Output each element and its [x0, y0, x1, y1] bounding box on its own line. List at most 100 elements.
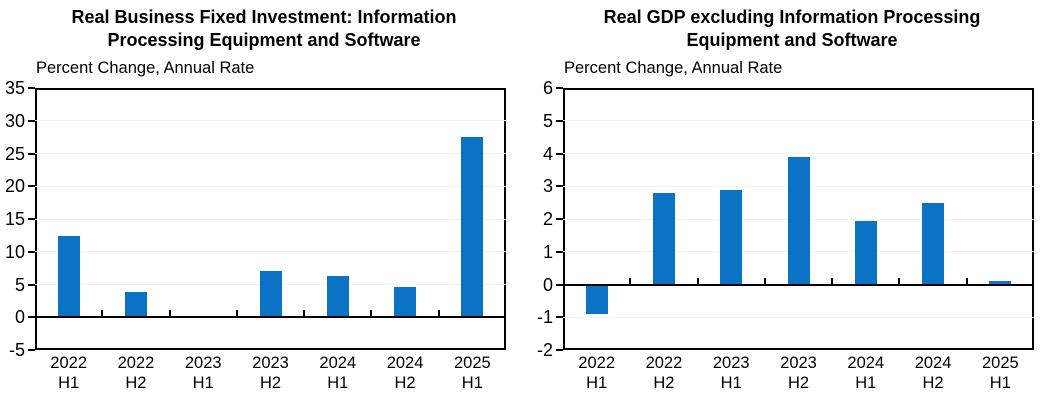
- bar-2024-H2: [922, 202, 945, 286]
- y-axis-tick: [556, 152, 563, 155]
- y-axis-label: 20: [4, 176, 25, 197]
- gridline: [563, 153, 1034, 154]
- chart-title-line: Processing Equipment and Software: [107, 30, 421, 50]
- gridline: [35, 153, 506, 154]
- x-axis-label-2022-H2: 2022 H2: [629, 353, 699, 393]
- x-label-half: H1: [461, 374, 483, 392]
- x-label-half: H1: [58, 374, 80, 392]
- x-label-half: H1: [586, 374, 608, 392]
- y-axis-label: 5: [14, 274, 25, 295]
- y-axis-tick: [28, 152, 35, 155]
- y-axis-label: 35: [4, 78, 25, 98]
- y-axis-label: 1: [542, 241, 553, 262]
- gridline: [35, 218, 506, 220]
- x-axis-tick: [696, 277, 699, 284]
- gdp-chart-panel: Real GDP excluding Information Processin…: [528, 0, 1056, 404]
- y-axis-tick: [556, 316, 563, 319]
- x-label-half: H1: [720, 374, 742, 392]
- x-label-year: 2025: [981, 354, 1019, 372]
- y-axis-tick: [28, 250, 35, 253]
- plot-area: 2022 H1 2022 H2 2023 H1 2023 H2 2024 H1 2024 H2 2025…: [537, 78, 1034, 392]
- axis-units-label: Percent Change, Annual Rate: [36, 59, 255, 77]
- x-axis-tick: [101, 310, 104, 317]
- bar-2022-H1: [57, 236, 80, 319]
- bar-2023-H1: [720, 189, 743, 286]
- x-axis-label-2023-H1: 2023 H1: [168, 353, 238, 393]
- y-axis-label: 3: [542, 176, 553, 197]
- x-axis-tick: [437, 310, 440, 317]
- y-axis-label: 6: [542, 78, 553, 98]
- x-axis-label-2023-H2: 2023 H2: [764, 353, 834, 393]
- chart-title-line: Real Business Fixed Investment: Informat…: [71, 7, 457, 27]
- y-axis-label: 0: [542, 274, 553, 295]
- chart-title: Real GDP excluding Information Processin…: [528, 6, 1056, 52]
- bar-2024-H2: [394, 287, 417, 319]
- x-axis-label-2025-H1: 2025 H1: [437, 353, 507, 393]
- plot-area: 2022 H1 2022 H2 2023 H1 2023 H2 2024 H1 2024 H2 2025…: [5, 78, 506, 392]
- x-axis-label-2025-H1: 2025 H1: [965, 353, 1035, 393]
- x-label-half: H1: [192, 374, 214, 392]
- bar-2023-H2: [259, 271, 282, 319]
- x-label-year: 2024: [914, 354, 952, 372]
- x-axis-label-2024-H2: 2024 H2: [370, 353, 440, 393]
- x-label-half: H2: [125, 374, 147, 392]
- x-label-year: 2022: [117, 354, 155, 372]
- x-label-half: H2: [259, 374, 282, 392]
- zero-axis-line: [563, 283, 1034, 286]
- investment-chart-panel: Real Business Fixed Investment: Informat…: [0, 6, 528, 392]
- axis-units-label: Percent Change, Annual Rate: [564, 59, 783, 77]
- gridline: [563, 120, 1034, 122]
- x-axis-tick: [370, 310, 373, 317]
- x-axis-label-2023-H1: 2023 H1: [696, 353, 766, 393]
- x-axis-tick: [763, 277, 766, 284]
- y-axis-label: -1: [536, 307, 553, 328]
- x-label-half: H2: [394, 374, 416, 392]
- x-axis-tick: [629, 277, 632, 284]
- x-axis-label-2022-H1: 2022 H1: [34, 353, 104, 393]
- y-axis-label: 25: [4, 143, 25, 164]
- y-axis-tick: [28, 349, 35, 351]
- gridline: [35, 251, 506, 253]
- x-label-year: 2025: [453, 354, 491, 372]
- x-axis-tick: [235, 310, 238, 317]
- gridline: [563, 316, 1034, 318]
- zero-axis-line: [35, 316, 506, 319]
- y-axis-tick: [28, 218, 35, 220]
- y-axis-label: 5: [542, 110, 553, 131]
- x-axis-tick: [303, 310, 306, 317]
- chart-title-line: Equipment and Software: [686, 30, 898, 50]
- x-label-half: H2: [787, 374, 810, 392]
- x-label-year: 2022: [50, 354, 88, 372]
- y-axis-tick: [556, 349, 563, 351]
- y-axis-label: -5: [8, 340, 25, 360]
- y-axis-label: 15: [4, 209, 25, 229]
- x-axis-tick: [965, 277, 968, 284]
- bar-2024-H1: [854, 220, 877, 286]
- x-label-year: 2024: [386, 354, 424, 372]
- bar-2022-H2: [124, 291, 147, 319]
- chart-title-line: Real GDP excluding Information Processin…: [603, 7, 981, 27]
- x-label-half: H2: [922, 374, 944, 392]
- x-label-year: 2023: [252, 354, 289, 372]
- x-axis-label-2022-H1: 2022 H1: [562, 353, 632, 393]
- bar-2025-H1: [989, 281, 1012, 286]
- y-axis-label: 30: [4, 110, 25, 131]
- bar-2022-H1: [585, 283, 608, 314]
- chart-title: Real Business Fixed Investment: Informat…: [0, 6, 528, 52]
- x-label-year: 2024: [847, 354, 885, 372]
- x-label-year: 2024: [319, 354, 357, 372]
- bar-2025-H1: [461, 137, 484, 319]
- x-label-year: 2023: [184, 354, 222, 372]
- gridline: [35, 120, 506, 122]
- x-axis-tick: [831, 277, 834, 284]
- x-label-year: 2023: [712, 354, 750, 372]
- y-axis-label: 4: [542, 143, 553, 164]
- x-label-half: H2: [653, 374, 675, 392]
- y-axis-label: -2: [536, 340, 553, 360]
- x-axis-label-2024-H1: 2024 H1: [303, 353, 373, 393]
- y-axis-tick: [556, 185, 563, 188]
- bar-2023-H2: [787, 156, 810, 286]
- y-axis-tick: [28, 283, 35, 286]
- x-axis-label-2024-H1: 2024 H1: [831, 353, 901, 393]
